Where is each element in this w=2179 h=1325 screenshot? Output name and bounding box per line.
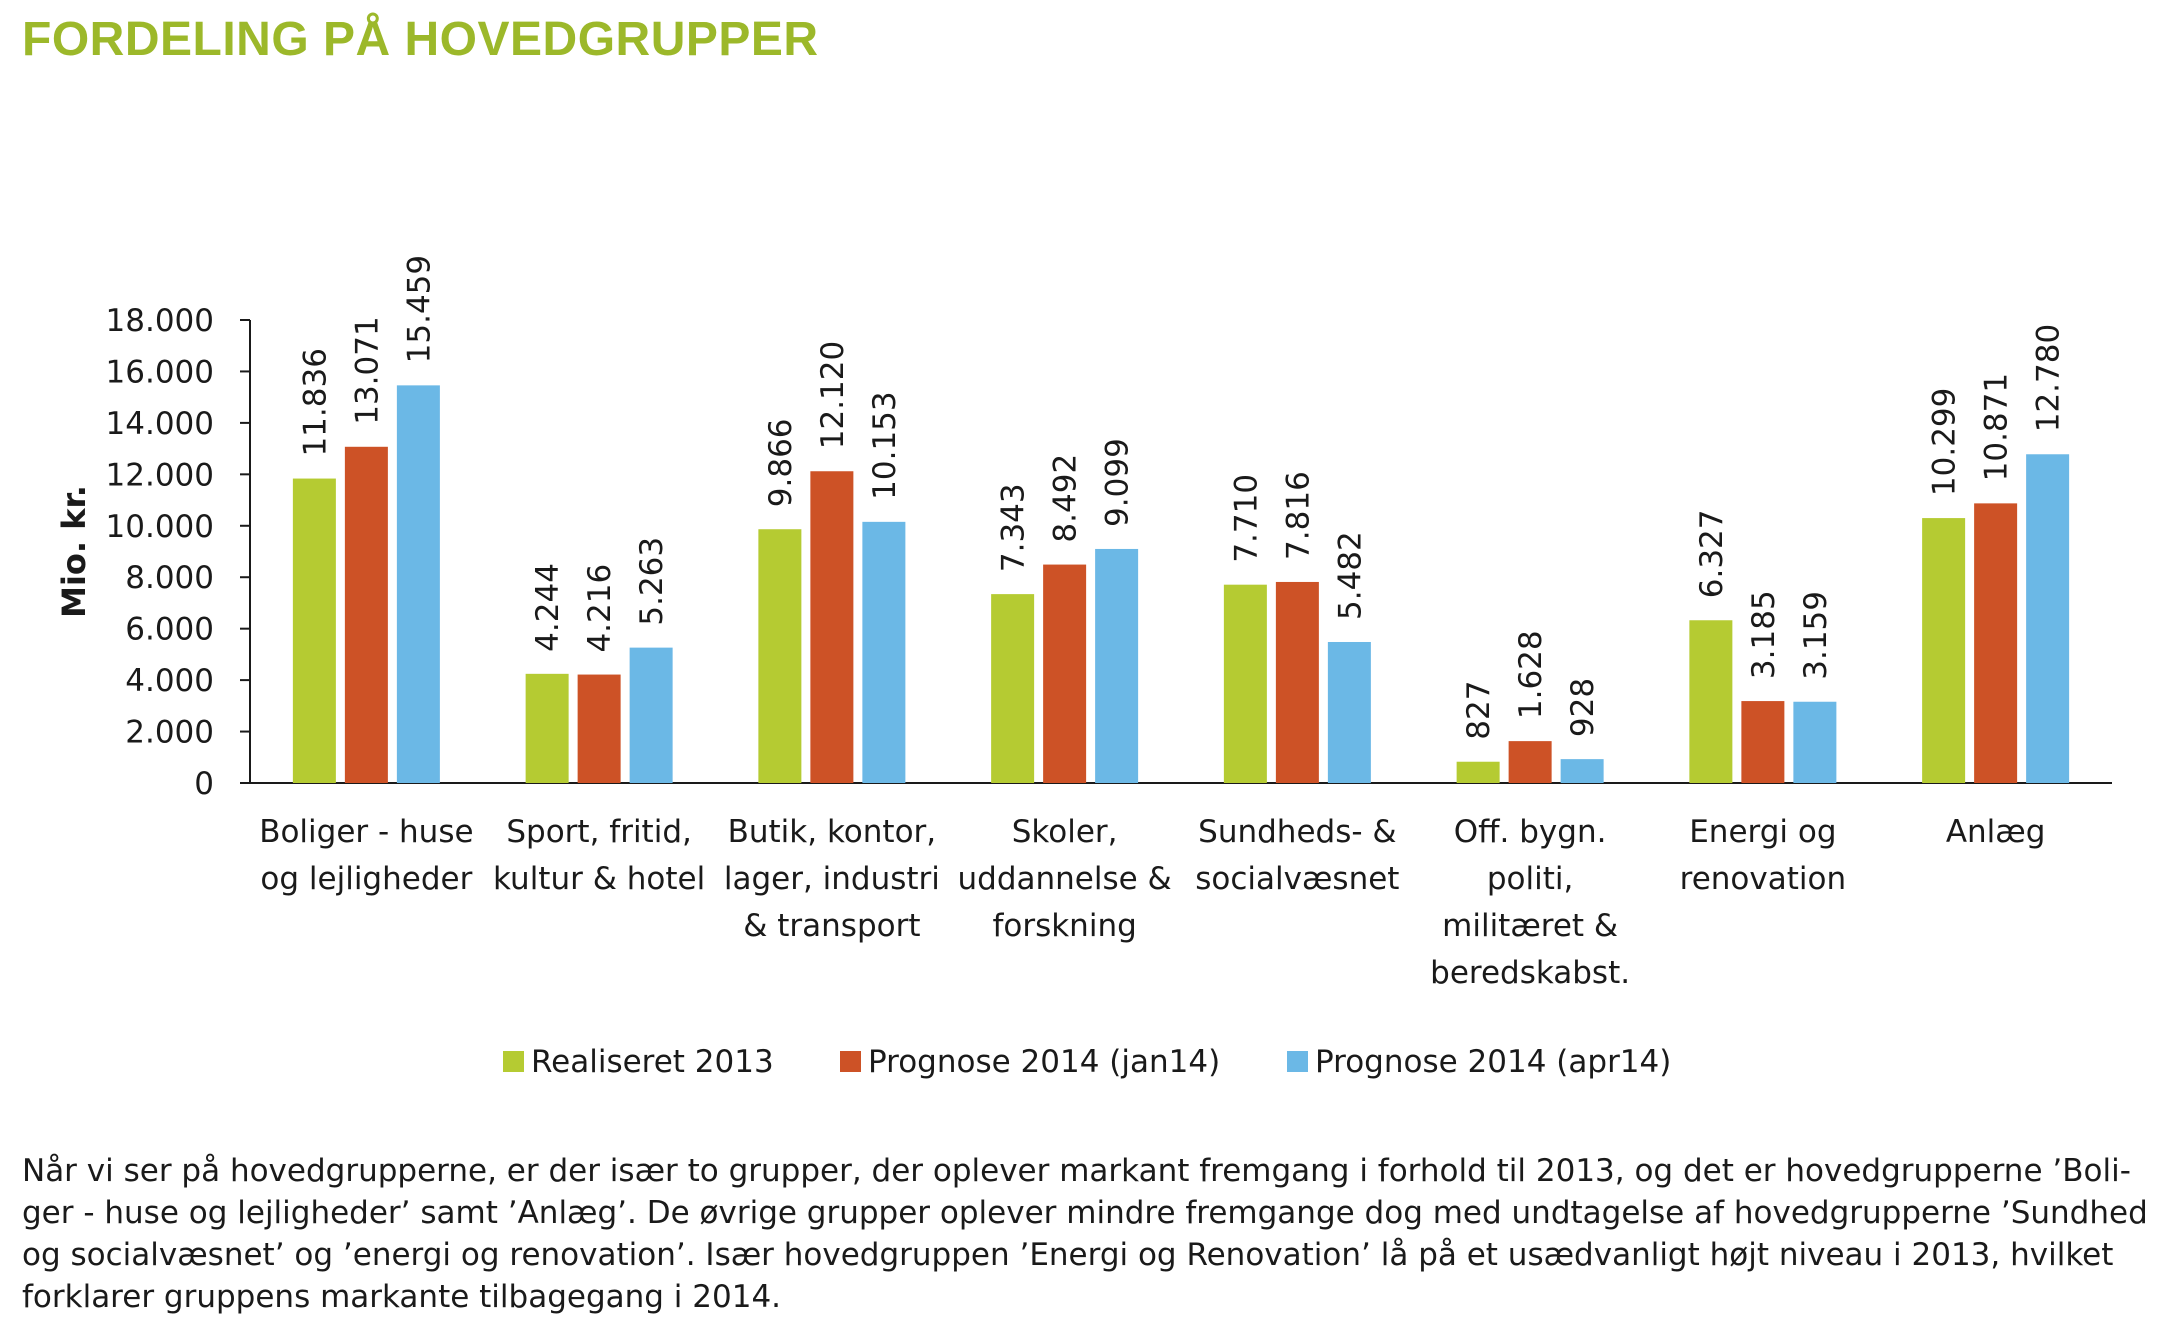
bar-value-label: 4.244 xyxy=(530,563,566,652)
bar xyxy=(1689,620,1733,783)
caption-line: og socialvæsnet’ og ’energi og renovatio… xyxy=(22,1237,2114,1273)
category-label: Sport, fritid, xyxy=(506,814,692,850)
bar xyxy=(810,471,854,783)
bar-value-label: 8.492 xyxy=(1048,454,1084,543)
bar-value-label: 827 xyxy=(1461,681,1497,740)
bar xyxy=(1223,584,1267,783)
bars: 11.836 13.071 15.459 4.244 4.216 5.263 9.866 12… xyxy=(292,255,2070,783)
y-tick-label: 6.000 xyxy=(125,612,214,648)
caption-line: ger - huse og lejligheder’ samt ’Anlæg’.… xyxy=(22,1195,2148,1231)
bar-value-label: 6.327 xyxy=(1694,510,1730,599)
bar xyxy=(577,674,621,783)
bar xyxy=(1741,701,1785,783)
bar xyxy=(1456,761,1500,783)
bar-value-label: 10.871 xyxy=(1979,373,2015,481)
category-label: socialvæsnet xyxy=(1195,861,1399,897)
bar xyxy=(629,647,673,783)
legend: Realiseret 2013 Prognose 2014 (jan14) Prog… xyxy=(503,1044,1671,1080)
bar xyxy=(1508,741,1552,783)
bar-value-label: 7.710 xyxy=(1228,474,1264,563)
category-label: Energi og xyxy=(1689,814,1836,850)
y-axis: 0 2.000 4.000 6.000 8.000 10.000 12.000 14.000 1… xyxy=(55,303,2112,802)
bar xyxy=(292,478,336,783)
bar-value-label: 4.216 xyxy=(582,564,618,653)
legend-label: Prognose 2014 (apr14) xyxy=(1315,1044,1671,1080)
y-tick-label: 16.000 xyxy=(106,354,214,390)
bar xyxy=(344,446,388,783)
bar-value-label: 12.780 xyxy=(2031,324,2067,432)
legend-swatch xyxy=(503,1051,524,1072)
y-tick-label: 2.000 xyxy=(125,715,214,751)
y-tick-label: 0 xyxy=(194,766,214,802)
legend-label: Realiseret 2013 xyxy=(531,1044,774,1080)
category-label: lager, industri xyxy=(724,861,940,897)
bar-value-label: 10.299 xyxy=(1927,388,1963,496)
category-label: politi, xyxy=(1487,861,1574,897)
category-label: militæret & xyxy=(1442,908,1618,944)
legend-label: Prognose 2014 (jan14) xyxy=(868,1044,1220,1080)
category-label: Off. bygn. xyxy=(1454,814,1607,850)
bar-value-label: 15.459 xyxy=(401,255,437,363)
caption-line: forklarer gruppens markante tilbagegang … xyxy=(22,1279,782,1315)
page-title: FORDELING PÅ HOVEDGRUPPER xyxy=(22,13,819,66)
y-tick-label: 10.000 xyxy=(106,509,214,545)
y-tick-label: 12.000 xyxy=(106,457,214,493)
category-label: kultur & hotel xyxy=(493,861,705,897)
category-label: renovation xyxy=(1680,861,1846,897)
bar-value-label: 7.816 xyxy=(1280,471,1316,560)
y-axis-title: Mio. kr. xyxy=(55,485,93,618)
bar xyxy=(525,673,569,783)
category-label: uddannelse & xyxy=(958,861,1172,897)
category-label: Butik, kontor, xyxy=(728,814,937,850)
bar xyxy=(758,529,802,783)
category-label: forskning xyxy=(992,908,1136,944)
bar-value-label: 1.628 xyxy=(1513,630,1549,719)
bar-value-label: 13.071 xyxy=(349,316,385,424)
bar-value-label: 7.343 xyxy=(996,483,1032,572)
caption-text: Når vi ser på hovedgrupperne, er der isæ… xyxy=(22,1150,2148,1318)
bar-value-label: 5.482 xyxy=(1332,531,1368,620)
bar xyxy=(1275,581,1319,783)
bar-value-label: 3.185 xyxy=(1746,590,1782,679)
category-label: beredskabst. xyxy=(1430,955,1630,991)
category-label: og lejligheder xyxy=(260,861,472,897)
legend-swatch xyxy=(1287,1051,1308,1072)
bar xyxy=(1974,503,2018,783)
bar-value-label: 9.866 xyxy=(763,418,799,507)
category-label: Sundheds- & xyxy=(1198,814,1396,850)
y-tick-label: 18.000 xyxy=(106,303,214,339)
bar-value-label: 9.099 xyxy=(1100,438,1136,527)
bar-value-label: 3.159 xyxy=(1798,591,1834,680)
category-label: Anlæg xyxy=(1946,814,2046,850)
bar xyxy=(2026,454,2070,783)
category-label: Boliger - huse xyxy=(259,814,473,850)
caption-line: Når vi ser på hovedgrupperne, er der isæ… xyxy=(22,1153,2131,1189)
bar-chart: 0 2.000 4.000 6.000 8.000 10.000 12.000 14.000 1… xyxy=(55,255,2112,1080)
bar xyxy=(1560,759,1604,783)
y-tick-label: 14.000 xyxy=(106,406,214,442)
bar xyxy=(1327,641,1371,783)
bar xyxy=(1922,518,1966,783)
bar xyxy=(862,521,906,783)
bar xyxy=(396,385,440,783)
bar-value-label: 928 xyxy=(1565,678,1601,737)
bar xyxy=(1793,701,1837,783)
bar-value-label: 12.120 xyxy=(815,341,851,449)
legend-swatch xyxy=(840,1051,861,1072)
bar xyxy=(1043,564,1087,783)
category-label: Skoler, xyxy=(1012,814,1118,850)
bar-value-label: 5.263 xyxy=(634,537,670,626)
y-tick-label: 4.000 xyxy=(125,663,214,699)
bar-value-label: 10.153 xyxy=(867,391,903,499)
bar xyxy=(991,594,1035,783)
y-tick-label: 8.000 xyxy=(125,560,214,596)
x-axis-labels: Boliger - huse og lejligheder Sport, friti… xyxy=(259,814,2045,991)
category-label: & transport xyxy=(743,908,920,944)
bar-value-label: 11.836 xyxy=(297,348,333,456)
bar xyxy=(1095,548,1139,783)
